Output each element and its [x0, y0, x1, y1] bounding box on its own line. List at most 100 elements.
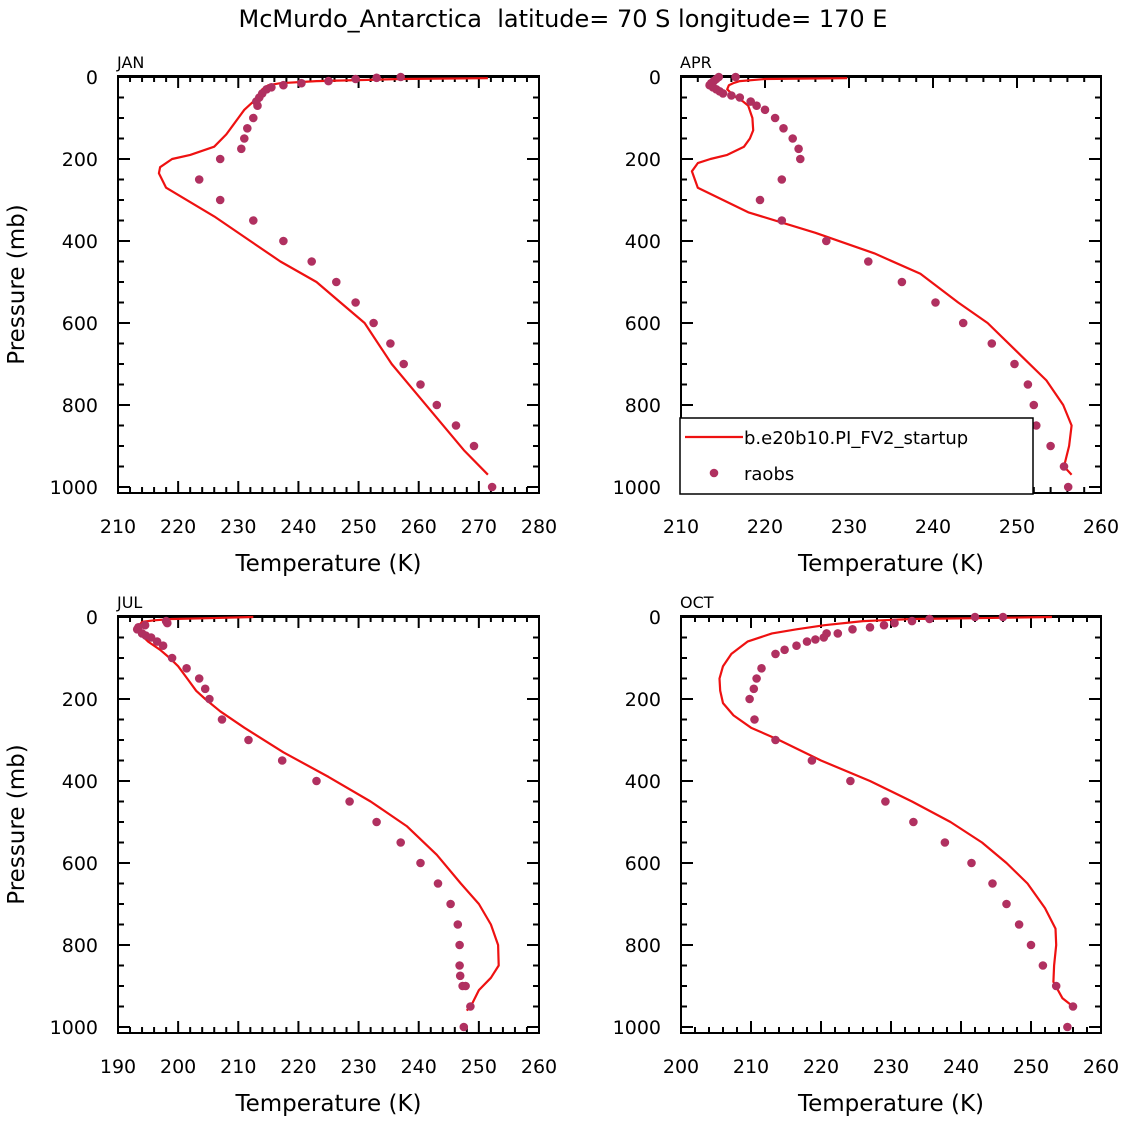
raobs-point: [372, 817, 381, 827]
raobs-point: [432, 400, 442, 410]
y-axis-label: Pressure (mb): [4, 204, 30, 364]
raobs-point: [755, 195, 765, 205]
raobs-point: [249, 216, 258, 225]
raobs-point: [752, 101, 761, 110]
raobs-point: [727, 91, 736, 100]
x-tick-label: 270: [461, 516, 497, 538]
raobs-point: [455, 961, 464, 970]
raobs-point: [760, 105, 770, 115]
raobs-point: [396, 72, 406, 82]
raobs-point: [864, 257, 873, 266]
raobs-point: [1023, 380, 1033, 389]
raobs-points: [745, 612, 1078, 1032]
raobs-point: [433, 879, 443, 888]
x-tick-label: 240: [943, 1056, 979, 1078]
raobs-point: [372, 73, 381, 83]
y-tick-label: 400: [62, 771, 98, 793]
raobs-point: [455, 940, 464, 950]
x-ticks: [680, 616, 1102, 1033]
x-tick-label: 210: [100, 516, 136, 538]
raobs-point: [369, 318, 378, 328]
x-tick-label: 190: [100, 1056, 136, 1078]
raobs-point: [182, 664, 191, 673]
raobs-point: [237, 144, 246, 154]
raobs-point: [925, 614, 934, 624]
raobs-point: [807, 756, 817, 765]
raobs-point: [735, 93, 745, 102]
raobs-point: [416, 380, 425, 389]
y-tick-label: 200: [625, 149, 661, 171]
raobs-points: [194, 72, 497, 492]
x-tick-label: 200: [160, 1056, 196, 1078]
raobs-points: [132, 616, 475, 1032]
raobs-point: [1068, 1002, 1078, 1011]
x-tick-label: 240: [915, 516, 951, 538]
x-ticks: [117, 616, 540, 1033]
legend-obs-swatch: [709, 468, 719, 478]
x-tick-label: 260: [1083, 516, 1119, 538]
raobs-point: [771, 735, 780, 745]
model-line: [718, 615, 1074, 1008]
raobs-point: [897, 277, 907, 287]
raobs-point: [909, 817, 918, 827]
raobs-point: [792, 641, 801, 650]
model-line: [690, 77, 1073, 476]
raobs-point: [811, 635, 820, 644]
y-tick-label: 1000: [50, 477, 98, 499]
x-tick-label: 210: [220, 1056, 256, 1078]
y-ticks: [118, 76, 539, 488]
x-tick-label: 250: [999, 516, 1035, 538]
raobs-point: [931, 298, 940, 307]
raobs-point: [771, 649, 780, 659]
raobs-point: [194, 175, 204, 184]
y-tick-label: 0: [86, 67, 98, 89]
y-tick-label: 200: [62, 149, 98, 171]
raobs-point: [399, 359, 409, 369]
x-tick-label: 250: [461, 1056, 497, 1078]
legend-box: [679, 417, 1034, 495]
figure-title: McMurdo_Antarctica latitude= 70 S longit…: [239, 5, 888, 33]
raobs-point: [752, 674, 761, 683]
raobs-point: [1029, 400, 1039, 410]
y-tick-label: 200: [625, 689, 661, 711]
y-tick-label: 600: [62, 853, 98, 875]
raobs-point: [205, 694, 214, 704]
y-ticks: [118, 616, 539, 1028]
raobs-point: [194, 674, 204, 683]
x-axis-label: Temperature (K): [797, 551, 984, 577]
raobs-point: [958, 318, 968, 328]
raobs-point: [788, 134, 797, 143]
raobs-point: [988, 879, 997, 888]
panel-label: JUL: [116, 593, 142, 612]
raobs-point: [140, 620, 150, 630]
x-tick-label: 260: [1083, 1056, 1119, 1078]
x-tick-label: 250: [1013, 1056, 1049, 1078]
x-ticks: [117, 76, 540, 493]
raobs-point: [1059, 462, 1069, 471]
x-tick-label: 230: [831, 516, 867, 538]
raobs-point: [802, 637, 812, 646]
raobs-point: [1046, 441, 1055, 451]
x-tick-label: 220: [280, 1056, 316, 1078]
raobs-point: [217, 715, 227, 724]
raobs-point: [152, 637, 162, 646]
y-tick-label: 600: [625, 313, 661, 335]
raobs-point: [846, 776, 855, 786]
model-line: [157, 77, 489, 476]
raobs-point: [453, 920, 463, 929]
y-ticks: [681, 76, 1101, 488]
raobs-point: [731, 72, 740, 82]
raobs-point: [796, 154, 805, 164]
y-tick-label: 600: [62, 313, 98, 335]
raobs-point: [158, 641, 168, 650]
raobs-point: [167, 653, 177, 663]
raobs-point: [819, 633, 829, 642]
raobs-point: [487, 482, 497, 492]
raobs-point: [750, 715, 759, 724]
plot-frame: [117, 75, 540, 494]
raobs-point: [461, 981, 470, 991]
